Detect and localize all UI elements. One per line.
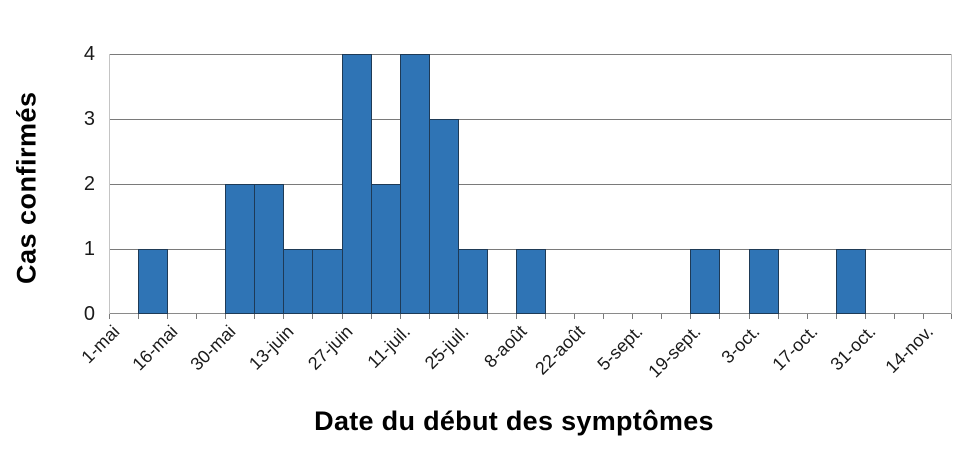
x-axis-tick-label: 25-juil. (420, 321, 473, 373)
x-axis-tick (864, 314, 866, 319)
x-axis-tick (603, 314, 605, 319)
plot-border (109, 54, 110, 314)
bar (690, 249, 721, 314)
x-axis-tick-label: 14-nov. (881, 321, 938, 377)
bar (312, 249, 343, 314)
bar (428, 119, 459, 314)
bar (748, 249, 779, 314)
x-axis-tick (545, 314, 547, 319)
gridline (109, 54, 952, 55)
x-axis-tick (225, 314, 227, 319)
x-axis-tick (109, 314, 110, 319)
gridline (109, 184, 952, 185)
bar (225, 184, 256, 314)
x-axis-tick-label: 11-juil. (363, 321, 415, 372)
x-axis-tick (138, 314, 140, 319)
bar (457, 249, 488, 314)
x-axis-tick-label: 27-juin (303, 321, 356, 374)
x-axis-tick (254, 314, 256, 319)
x-axis-tick-label: 8-août (480, 321, 531, 372)
x-axis-tick (341, 314, 343, 319)
x-axis-tick (835, 314, 837, 319)
x-axis-tick (167, 314, 169, 319)
bar (515, 249, 547, 314)
x-axis-tick (428, 314, 430, 319)
x-axis-tick-label: 16-mai (128, 321, 182, 375)
bar (138, 249, 169, 314)
x-axis-tick (574, 314, 576, 319)
x-axis-tick-label: 3-oct. (716, 321, 763, 368)
x-axis-tick (370, 314, 372, 319)
x-axis-tick (457, 314, 459, 319)
x-axis-tick-label: 17-oct. (768, 321, 822, 375)
x-axis-tick-label: 1-mai (77, 321, 124, 368)
x-axis-tick (806, 314, 808, 319)
x-axis-tick (690, 314, 692, 319)
x-axis-tick (748, 314, 750, 319)
x-axis-tick (893, 314, 895, 319)
x-axis-tick (283, 314, 285, 319)
gridline (109, 119, 952, 120)
x-axis-tick (661, 314, 663, 319)
x-axis-tick (515, 314, 517, 319)
bar (254, 184, 285, 314)
x-axis-title: Date du début des symptômes (314, 406, 714, 436)
bar (370, 184, 401, 314)
x-axis-tick (312, 314, 314, 319)
y-axis-tick-label: 4 (83, 43, 95, 65)
x-axis-tick-label: 5-sept. (593, 321, 647, 375)
bar (341, 54, 372, 314)
bar (283, 249, 314, 314)
x-axis-tick (486, 314, 488, 319)
x-axis-tick-label: 31-oct. (826, 321, 880, 375)
x-axis-tick-label: 13-juin (245, 321, 298, 374)
plot-border (951, 54, 952, 314)
plot-area (109, 54, 952, 319)
x-axis-tick (632, 314, 634, 319)
y-axis-tick-label: 3 (83, 108, 95, 130)
y-axis-tick-label: 1 (83, 238, 95, 260)
x-axis-tick (951, 314, 952, 319)
x-axis-tick-label: 30-mai (186, 321, 240, 375)
y-axis-tick-label: 2 (83, 173, 95, 195)
x-axis-tick-label: 22-août (531, 321, 589, 379)
x-axis-tick (399, 314, 401, 319)
x-axis-tick (922, 314, 924, 319)
x-axis-tick (196, 314, 198, 319)
x-axis-tick-label: 19-sept. (644, 321, 705, 382)
x-axis-tick (719, 314, 721, 319)
y-axis-tick-label: 0 (83, 303, 95, 325)
y-axis-title: Cas confirmés (11, 91, 42, 285)
bar (835, 249, 866, 314)
x-axis-tick (777, 314, 779, 319)
bar (399, 54, 430, 314)
